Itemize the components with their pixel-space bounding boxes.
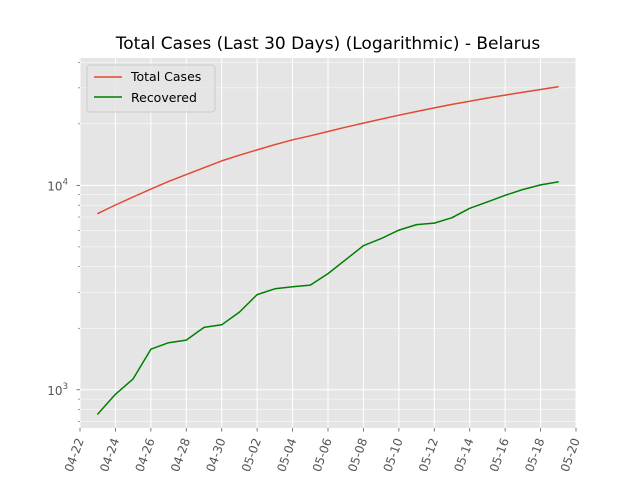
data-point <box>97 413 99 415</box>
x-tick-label: 05-14 <box>451 436 476 474</box>
data-point <box>416 110 418 113</box>
data-point <box>540 184 542 186</box>
data-point <box>238 311 240 313</box>
data-point <box>132 378 134 380</box>
data-point <box>451 103 453 105</box>
data-point <box>150 348 152 350</box>
x-tick-label: 05-02 <box>239 436 264 474</box>
data-point <box>362 245 364 247</box>
data-point <box>97 213 99 215</box>
data-point <box>221 160 223 162</box>
data-point <box>168 180 170 182</box>
data-point <box>256 294 258 296</box>
y-tick-base: 10 <box>47 179 62 193</box>
data-point <box>345 126 347 128</box>
data-point <box>540 88 542 91</box>
data-point <box>274 288 276 290</box>
data-point <box>327 273 329 275</box>
data-point <box>327 130 329 133</box>
x-tick-label: 05-12 <box>416 436 441 474</box>
data-point <box>469 100 471 102</box>
x-tick-label: 04-24 <box>97 436 122 474</box>
data-point <box>274 144 276 146</box>
y-tick-exponent: 3 <box>63 382 68 392</box>
x-tick-label: 05-10 <box>381 436 406 474</box>
data-point <box>168 342 170 344</box>
data-point <box>309 135 311 137</box>
legend-label-recovered: Recovered <box>131 90 197 105</box>
data-point <box>185 174 187 176</box>
data-point <box>150 188 152 190</box>
data-point <box>362 122 364 124</box>
data-point <box>398 114 400 116</box>
series-lines <box>97 85 559 415</box>
x-tick-label: 05-04 <box>274 436 299 474</box>
data-point <box>504 194 506 196</box>
data-point <box>504 94 506 96</box>
data-point <box>292 139 294 141</box>
x-tick-label: 05-18 <box>522 436 547 474</box>
data-point <box>114 204 116 206</box>
chart-title: Total Cases (Last 30 Days) (Logarithmic)… <box>115 34 541 54</box>
data-point <box>486 97 488 99</box>
data-point <box>203 326 205 328</box>
data-point <box>469 207 471 209</box>
legend: Total Cases Recovered <box>86 64 216 113</box>
data-point <box>203 167 205 169</box>
data-point <box>433 107 435 109</box>
x-axis-ticks: 04-22 04-24 04-26 04-28 04-30 05-02 05-04 05-06… <box>62 428 583 474</box>
grid-lines <box>79 58 577 428</box>
x-tick-label: 05-16 <box>487 436 512 474</box>
y-tick-label: 103 <box>47 382 68 398</box>
data-point <box>557 181 559 183</box>
x-tick-label: 04-26 <box>133 436 158 474</box>
data-point <box>486 201 488 203</box>
data-point <box>522 91 524 93</box>
data-point <box>398 229 400 231</box>
data-point <box>309 284 311 286</box>
data-point <box>451 217 453 219</box>
data-point <box>345 259 347 261</box>
data-point <box>256 149 258 151</box>
data-point <box>380 238 382 240</box>
data-point <box>292 286 294 288</box>
x-tick-label: 05-08 <box>345 436 370 474</box>
data-point <box>433 222 435 224</box>
x-tick-label: 05-06 <box>310 436 335 474</box>
x-tick-label: 05-20 <box>558 436 583 474</box>
y-tick-label: 104 <box>47 177 68 193</box>
data-point <box>185 339 187 341</box>
data-point <box>557 86 559 88</box>
legend-label-total-cases: Total Cases <box>130 69 201 84</box>
data-point <box>522 188 524 191</box>
data-point <box>416 224 418 226</box>
data-point <box>132 196 134 198</box>
data-point <box>238 154 240 156</box>
data-point <box>114 393 116 395</box>
data-point <box>380 118 382 120</box>
x-tick-label: 04-22 <box>62 436 87 474</box>
x-tick-label: 04-30 <box>203 436 228 474</box>
x-tick-label: 04-28 <box>168 436 193 474</box>
y-tick-exponent: 4 <box>63 177 68 187</box>
y-tick-base: 10 <box>47 384 62 398</box>
data-point <box>221 324 223 326</box>
